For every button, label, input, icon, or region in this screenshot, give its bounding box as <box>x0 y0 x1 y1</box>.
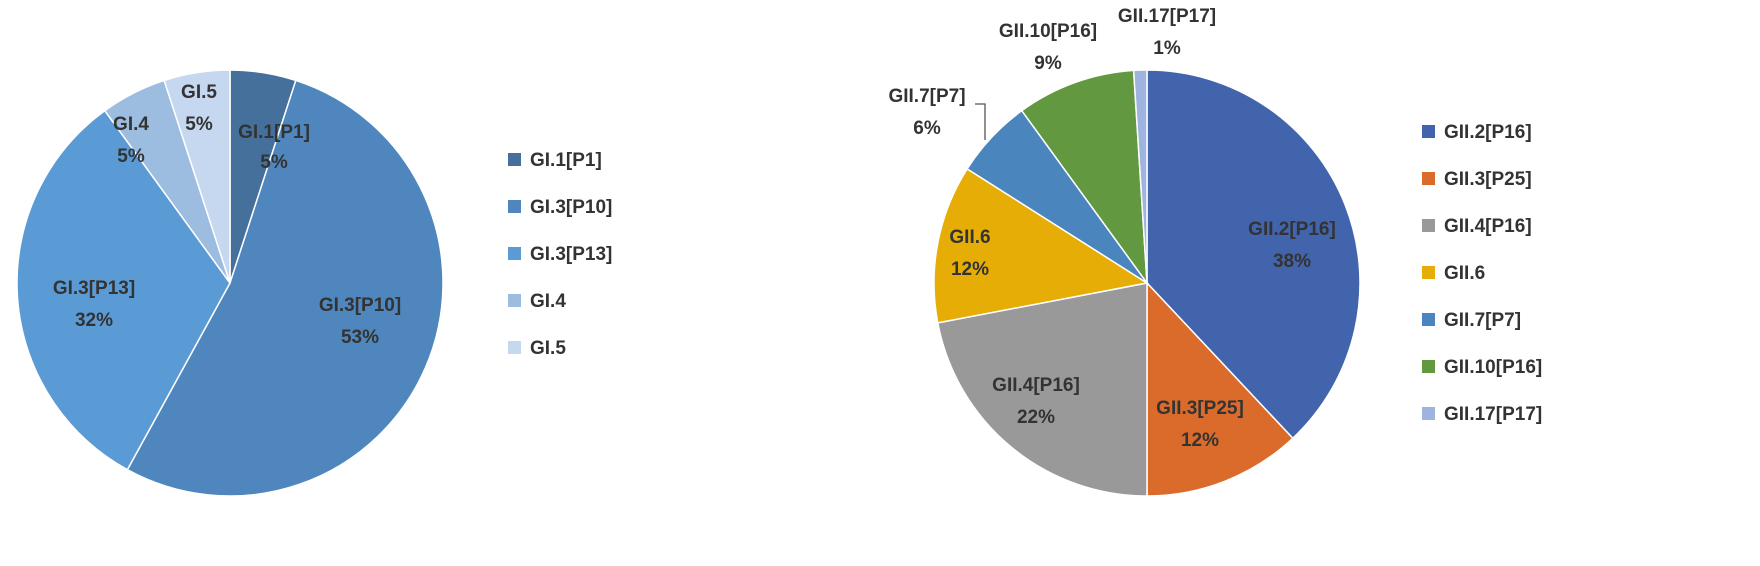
slice-category-label: GII.4[P16] <box>992 375 1080 396</box>
pie-slice-4 <box>933 167 1150 324</box>
slice-category-label: GII.3[P25] <box>1156 398 1244 419</box>
pie-slice-2 <box>126 79 444 497</box>
legend-label: GI.4 <box>530 291 566 312</box>
pie-slice-3 <box>16 109 231 471</box>
legend-label: GII.7[P7] <box>1444 310 1521 331</box>
slice-percent-label: 22% <box>1017 407 1055 428</box>
legend-swatch <box>508 153 521 166</box>
pie-slice-5 <box>163 69 231 284</box>
legend-swatch <box>1422 219 1435 232</box>
slice-category-label: GI.3[P13] <box>53 278 135 299</box>
legend-swatch <box>1422 360 1435 373</box>
slice-percent-label: 5% <box>185 114 213 135</box>
legend-swatch <box>1422 266 1435 279</box>
legend-swatch <box>508 200 521 213</box>
legend-swatch <box>1422 172 1435 185</box>
legend-swatch <box>508 341 521 354</box>
legend-label: GII.6 <box>1444 263 1485 284</box>
legend: GII.2[P16] GII.3[P25] GII.4[P16] GII.6 GII.7… <box>1422 122 1542 425</box>
pie-chart-1: GI.1[P1] 5% GI.3[P10] 53% GI.3[P13] 32% GI.4 5%… <box>16 69 612 497</box>
slice-percent-label: 6% <box>913 118 941 139</box>
pie-slice-6 <box>1020 69 1148 286</box>
legend-swatch <box>1422 125 1435 138</box>
pie-slice-1 <box>1146 69 1361 440</box>
legend-label: GI.3[P10] <box>530 197 612 218</box>
slice-percent-label: 53% <box>341 327 379 348</box>
slice-category-label: GII.7[P7] <box>888 86 965 107</box>
slice-percent-label: 1% <box>1153 38 1181 59</box>
slice-category-label: GI.4 <box>113 114 149 135</box>
slice-percent-label: 5% <box>260 152 288 173</box>
slice-category-label: GI.5 <box>181 82 217 103</box>
slice-category-label: GI.1[P1] <box>238 122 310 143</box>
slice-category-label: GII.10[P16] <box>999 21 1097 42</box>
slice-percent-label: 9% <box>1034 53 1062 74</box>
pie-slice-2 <box>1146 281 1294 497</box>
slice-category-label: GII.17[P17] <box>1118 6 1216 27</box>
legend-label: GII.2[P16] <box>1444 122 1532 143</box>
legend-label: GII.10[P16] <box>1444 357 1542 378</box>
legend-swatch <box>508 247 521 260</box>
slice-percent-label: 38% <box>1273 251 1311 272</box>
legend: GI.1[P1] GI.3[P10] GI.3[P13] GI.4 GI.5 <box>508 150 612 359</box>
slice-percent-label: 12% <box>1181 430 1219 451</box>
pie-chart-2: GII.2[P16] 38% GII.3[P25] 12% GII.4[P16] 22% G… <box>888 6 1542 497</box>
pie-slice-7 <box>1132 69 1148 284</box>
legend-label: GI.3[P13] <box>530 244 612 265</box>
slice-percent-label: 12% <box>951 259 989 280</box>
leader-line <box>975 103 986 140</box>
slice-category-label: GI.3[P10] <box>319 295 401 316</box>
slice-percent-label: 5% <box>117 146 145 167</box>
legend-swatch <box>1422 407 1435 420</box>
slice-category-label: GII.2[P16] <box>1248 219 1336 240</box>
legend-label: GII.3[P25] <box>1444 169 1532 190</box>
legend-label: GI.5 <box>530 338 566 359</box>
legend-label: GII.4[P16] <box>1444 216 1532 237</box>
legend-swatch <box>1422 313 1435 326</box>
legend-swatch <box>508 294 521 307</box>
slice-percent-label: 32% <box>75 310 113 331</box>
pie-slice-3 <box>936 282 1148 497</box>
legend-label: GI.1[P1] <box>530 150 602 171</box>
legend-label: GII.17[P17] <box>1444 404 1542 425</box>
slice-category-label: GII.6 <box>949 227 990 248</box>
